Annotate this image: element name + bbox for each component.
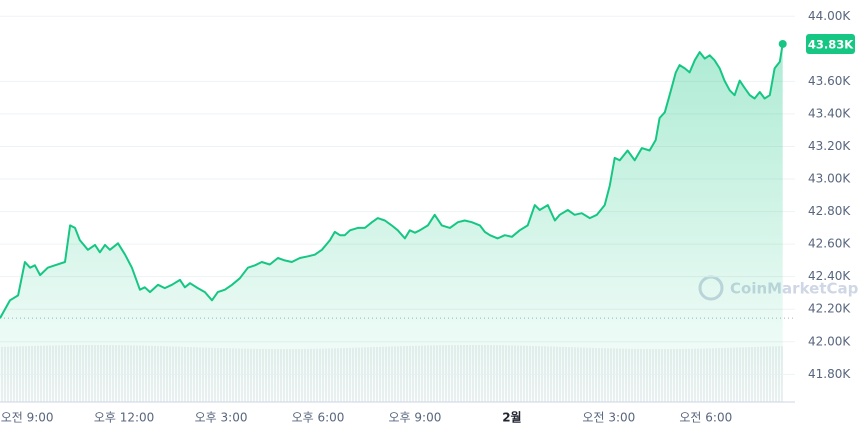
last-point xyxy=(778,39,787,48)
y-tick-label: 44.00K xyxy=(808,9,851,23)
x-tick-label: 오후 12:00 xyxy=(94,411,154,425)
x-tick-label: 오전 3:00 xyxy=(582,411,635,425)
x-tick-label: 2월 xyxy=(502,410,521,425)
y-tick-label: 43.00K xyxy=(808,172,851,186)
area xyxy=(0,43,783,403)
x-tick-label: 오후 3:00 xyxy=(195,411,248,425)
y-tick-label: 42.80K xyxy=(808,204,851,218)
x-tick-label: 오전 6:00 xyxy=(679,411,732,425)
price-badge xyxy=(806,33,855,54)
y-tick-label: 42.60K xyxy=(808,237,851,251)
y-tick-label: 41.80K xyxy=(808,367,851,381)
x-tick-label: 오후 9:00 xyxy=(389,411,442,425)
y-tick-label: 42.20K xyxy=(808,302,851,316)
y-tick-label: 42.40K xyxy=(808,269,851,283)
x-tick-label: 오전 9:00 xyxy=(1,411,54,425)
price-badge-label: 43.83K xyxy=(808,37,854,51)
y-tick-label: 43.40K xyxy=(808,106,851,120)
x-tick-label: 오후 6:00 xyxy=(292,411,345,425)
y-tick-label: 43.20K xyxy=(808,139,851,153)
y-tick-label: 43.60K xyxy=(808,74,851,88)
price-line xyxy=(0,43,784,319)
y-tick-label: 42.00K xyxy=(808,334,851,348)
